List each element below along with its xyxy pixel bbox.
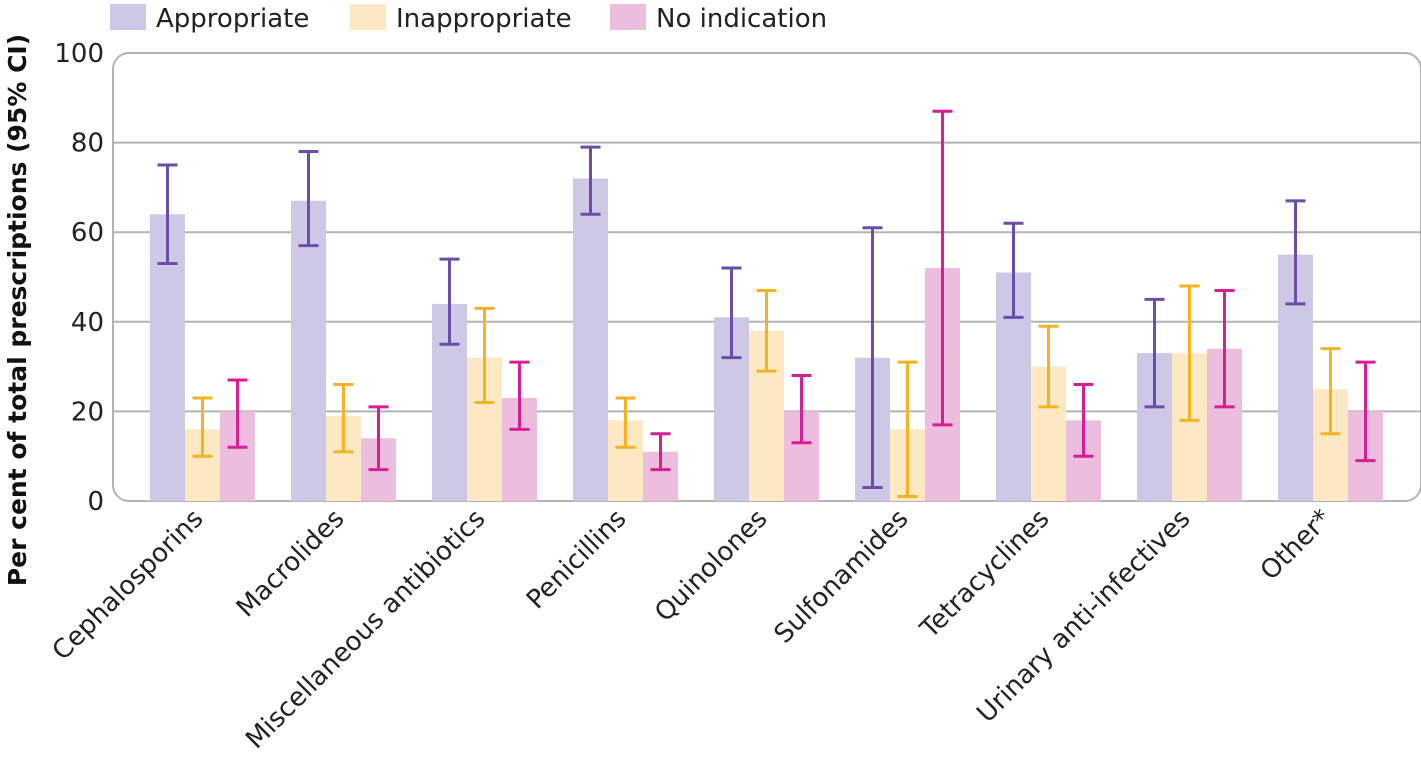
- error-bar: [650, 432, 671, 472]
- x-tick-label: Sulfonamides: [769, 504, 915, 650]
- error-bar: [1144, 297, 1165, 409]
- bar-appropriate: [573, 178, 608, 501]
- error-bar: [862, 226, 883, 490]
- error-bar: [157, 163, 178, 266]
- error-bar: [1214, 288, 1235, 409]
- y-tick-label: 100: [54, 39, 104, 69]
- error-bar: [897, 360, 918, 499]
- y-axis-ticks: 0 20 40 60 80 100: [54, 39, 104, 517]
- error-bar: [756, 288, 777, 373]
- error-bar: [227, 378, 248, 449]
- error-bar: [192, 396, 213, 458]
- error-bar: [1285, 199, 1306, 306]
- y-tick-label: 60: [71, 218, 104, 248]
- error-bar: [791, 374, 812, 445]
- x-tick-label: Tetracyclines: [914, 504, 1055, 645]
- error-bar: [1073, 383, 1094, 458]
- legend-label: No indication: [656, 4, 827, 34]
- legend: Appropriate Inappropriate No indication: [110, 4, 827, 34]
- error-bar: [474, 306, 495, 404]
- x-tick-label: Penicillins: [521, 504, 632, 615]
- x-tick-label: Quinolones: [649, 504, 773, 628]
- error-bar: [932, 109, 953, 427]
- error-bar: [1003, 221, 1024, 319]
- error-bar: [1355, 360, 1376, 463]
- legend-label: Inappropriate: [396, 4, 572, 34]
- y-axis-title: Per cent of total prescriptions (95% CI): [3, 34, 32, 586]
- error-bar: [439, 257, 460, 346]
- x-tick-label: Other*: [1255, 504, 1338, 587]
- bar-appropriate: [291, 200, 326, 501]
- error-bar: [509, 360, 530, 431]
- legend-swatch: [610, 4, 646, 30]
- y-tick-label: 80: [71, 129, 104, 159]
- y-tick-label: 20: [71, 397, 104, 427]
- error-bar: [580, 145, 601, 216]
- error-bars: [157, 109, 1376, 499]
- x-tick-label: Macrolides: [231, 504, 351, 624]
- error-bar: [333, 383, 354, 454]
- error-bar: [1179, 284, 1200, 422]
- error-bar: [721, 266, 742, 360]
- error-bar: [1038, 324, 1059, 409]
- y-tick-label: 40: [71, 308, 104, 338]
- legend-swatch: [350, 4, 386, 30]
- x-tick-label: Cephalosporins: [47, 504, 210, 667]
- error-bar: [615, 396, 636, 449]
- legend-label: Appropriate: [156, 4, 309, 34]
- error-bar: [298, 150, 319, 248]
- error-bar: [1320, 347, 1341, 436]
- error-bar: [368, 405, 389, 472]
- x-tick-label: Miscellaneous antibiotics: [240, 504, 491, 755]
- y-tick-label: 0: [87, 487, 104, 517]
- legend-swatch: [110, 4, 146, 30]
